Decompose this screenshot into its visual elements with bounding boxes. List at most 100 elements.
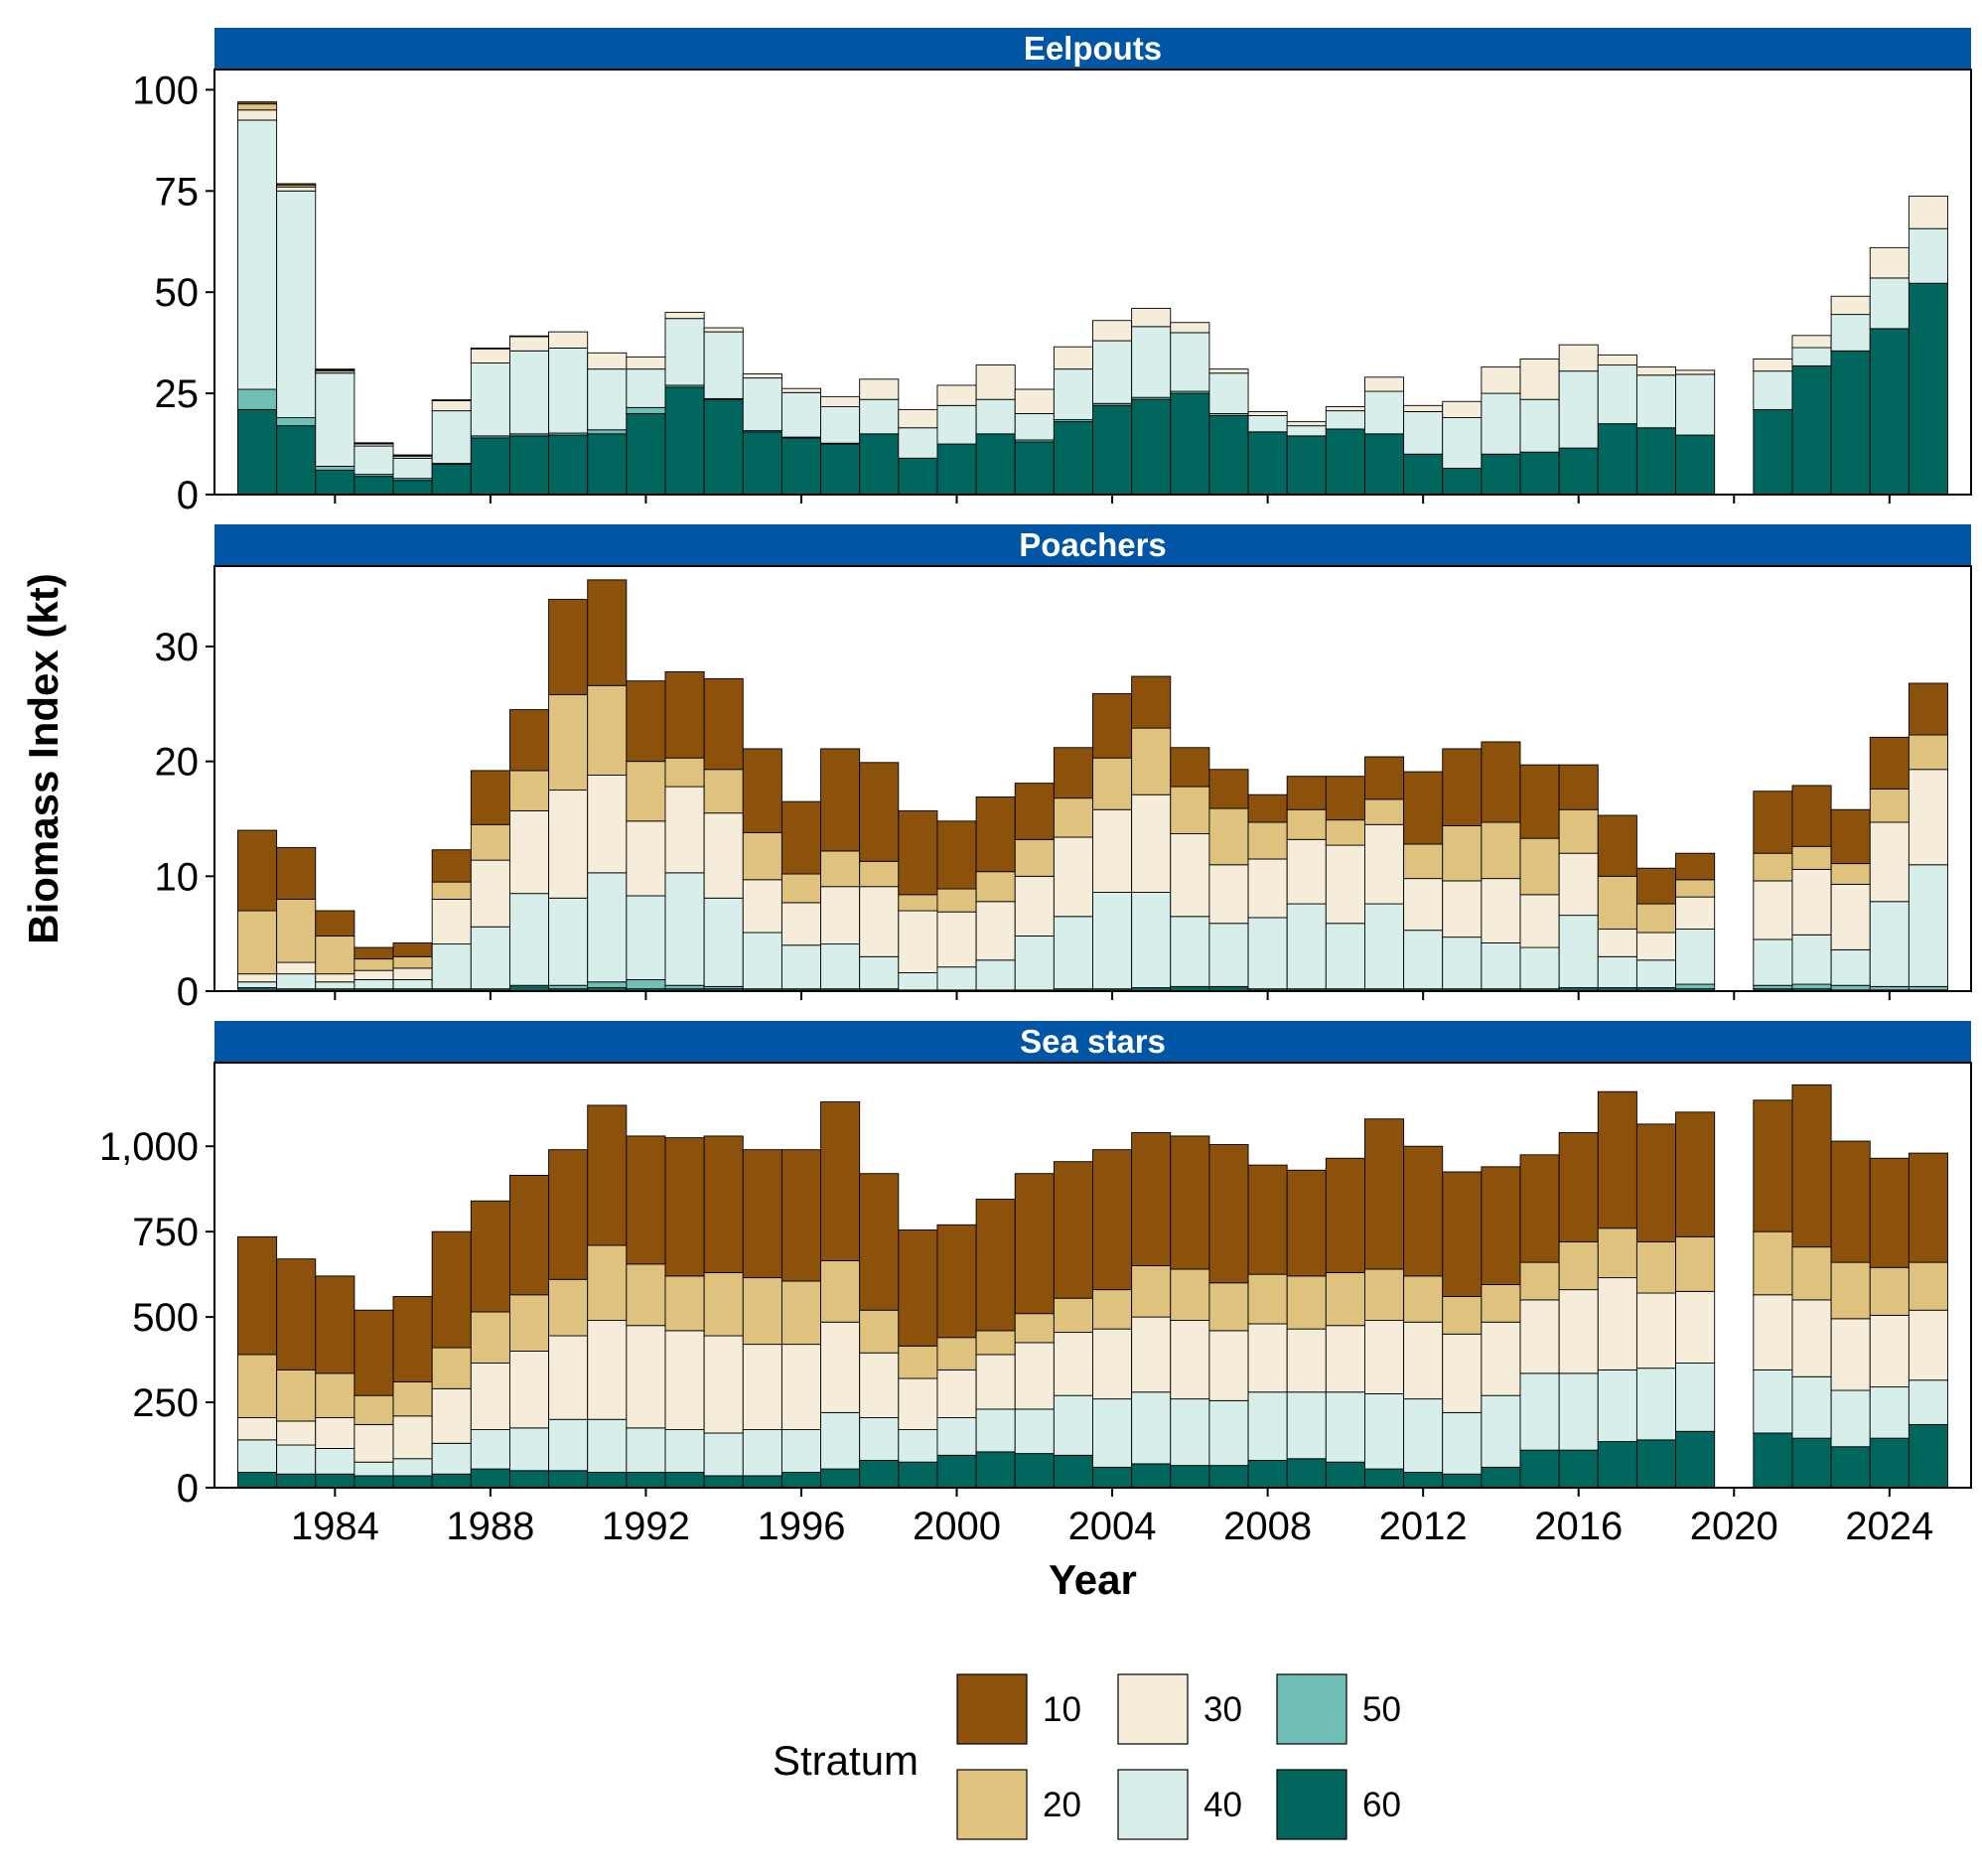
bar-segment (470, 1363, 510, 1431)
bar-segment (470, 859, 510, 928)
bar-segment (859, 1352, 900, 1418)
bar-segment (1092, 404, 1133, 496)
bar-segment (1869, 788, 1910, 823)
bar-segment (859, 1417, 900, 1461)
bar-segment (548, 984, 589, 990)
bar-segment (780, 1149, 821, 1282)
bar-segment (1597, 875, 1637, 930)
bar-segment (859, 886, 900, 957)
bar-segment (1908, 769, 1948, 866)
bar-segment (354, 978, 394, 990)
legend-swatch (1117, 1769, 1189, 1840)
bar-segment (1325, 1157, 1365, 1273)
bar-segment (1442, 468, 1483, 496)
bar-segment (431, 881, 472, 900)
bar-segment (392, 1415, 433, 1460)
bar-segment (276, 186, 317, 192)
bar-segment (626, 413, 666, 496)
bar-segment (703, 1135, 744, 1273)
bar-segment (1364, 823, 1405, 905)
bar-segment (975, 1199, 1016, 1332)
bar-segment (936, 1337, 977, 1371)
bar-segment (1869, 277, 1910, 330)
bar-segment (354, 1423, 394, 1463)
bar-segment (1014, 1342, 1055, 1410)
bar-segment (1753, 852, 1793, 882)
bar-segment (1131, 727, 1172, 795)
bar-segment (1014, 388, 1055, 414)
bar-segment (392, 1458, 433, 1477)
bar-segment (276, 417, 317, 427)
y-tick-label: 750 (132, 1211, 199, 1254)
bar-segment (1753, 1432, 1793, 1489)
bar-segment (508, 350, 550, 435)
bar-segment (1208, 1465, 1249, 1489)
bar-segment (1791, 868, 1832, 936)
bar-segment (703, 897, 744, 987)
bar-segment (1481, 453, 1521, 496)
y-tick-label: 250 (132, 1381, 199, 1425)
bar-segment (1675, 1290, 1716, 1364)
legend-swatch (1276, 1673, 1347, 1745)
bar-segment (1869, 328, 1910, 496)
bar-segment (1791, 1299, 1832, 1377)
bar-segment (1403, 453, 1444, 496)
bar-segment (1053, 797, 1093, 838)
bar-segment (392, 978, 433, 990)
bar-segment (1442, 1411, 1483, 1475)
bar-segment (1830, 984, 1871, 991)
bar-segment (1635, 959, 1677, 988)
bar-segment (1519, 1449, 1560, 1489)
bar-segment (1286, 776, 1327, 810)
bar-segment (548, 897, 589, 986)
bar-segment (664, 670, 705, 759)
legend-swatch (956, 1673, 1028, 1745)
bar-segment (975, 901, 1016, 961)
bar-segment (548, 1335, 589, 1420)
bar-segment (470, 437, 510, 496)
bar-segment (936, 404, 977, 445)
bar-segment (1675, 1363, 1716, 1432)
legend-swatch (956, 1769, 1028, 1840)
bar-segment (1092, 757, 1133, 810)
bar-segment (1014, 838, 1055, 877)
bar-segment (508, 809, 550, 895)
bar-segment (703, 327, 744, 333)
bar-segment (431, 1442, 472, 1475)
bar-segment (315, 910, 355, 937)
bar-segment (1364, 1268, 1405, 1322)
bar-segment (276, 899, 317, 963)
bar-segment (587, 433, 628, 496)
bar-segment (1481, 878, 1521, 943)
bar-segment (1908, 864, 1948, 987)
bar-segment (898, 1429, 938, 1463)
bar-segment (1791, 1375, 1832, 1439)
bar-segment (1170, 747, 1210, 788)
bar-segment (1247, 410, 1288, 416)
bar-segment (1791, 845, 1832, 870)
bar-segment (1869, 736, 1910, 790)
bar-segment (237, 388, 278, 410)
bar-segment (1635, 1439, 1677, 1489)
bar-segment (1014, 441, 1055, 496)
bar-segment (820, 748, 861, 852)
bar-segment (1092, 340, 1133, 404)
bar-segment (237, 1472, 278, 1489)
bar-segment (1791, 364, 1832, 496)
bar-segment (587, 1104, 628, 1246)
bar-segment (1675, 983, 1716, 990)
bar-segment (470, 823, 510, 861)
bar-segment (1208, 1399, 1249, 1467)
legend-label: 50 (1362, 1690, 1401, 1729)
bar-segment (898, 1461, 938, 1489)
bar-segment (1442, 748, 1483, 826)
bar-segment (1753, 984, 1793, 990)
bar-segment (1442, 880, 1483, 938)
y-tick-label: 30 (155, 626, 200, 669)
bar-segment (1131, 308, 1172, 328)
bar-segment (470, 1200, 510, 1313)
bar-segment (548, 694, 589, 792)
y-tick-label: 100 (132, 69, 199, 112)
bar-segment (1519, 764, 1560, 839)
bar-segment (975, 871, 1016, 903)
